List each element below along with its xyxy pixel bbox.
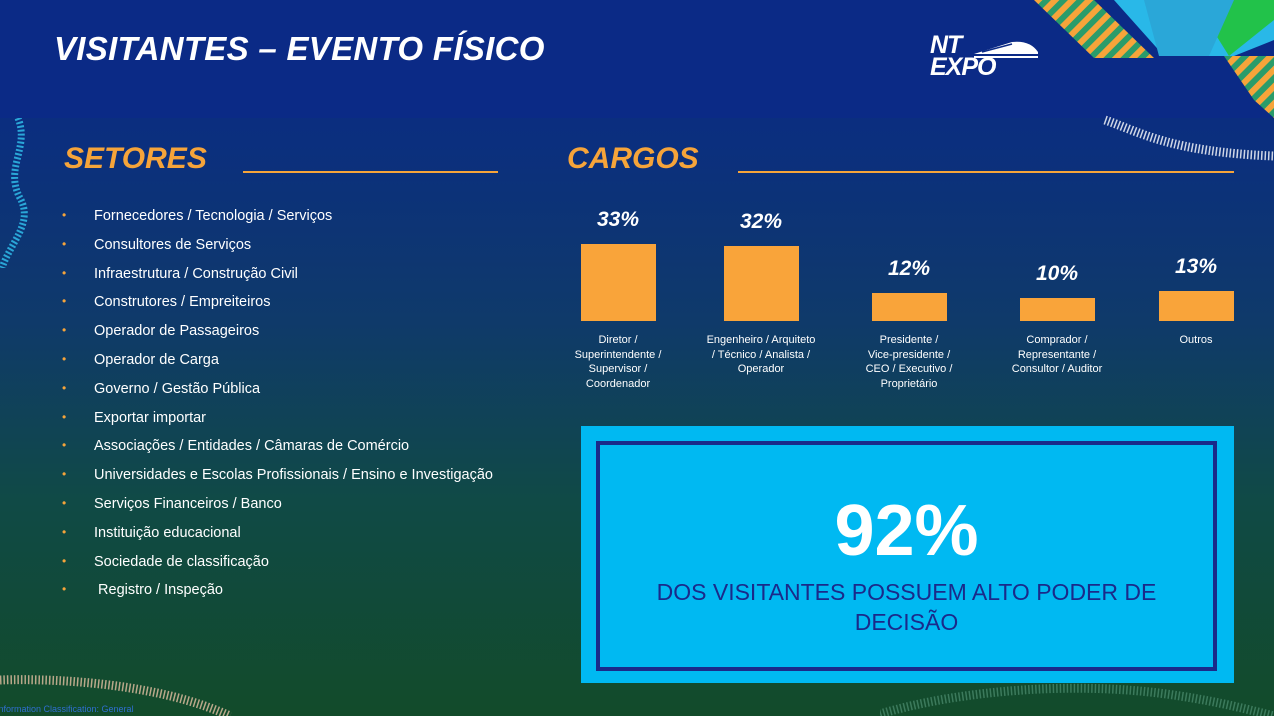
list-item: • Sociedade de classificação bbox=[62, 548, 532, 577]
list-item: • Instituição educacional bbox=[62, 519, 532, 548]
page-title: VISITANTES – EVENTO FÍSICO bbox=[54, 30, 545, 67]
list-item: • Fornecedores / Tecnologia / Serviços bbox=[62, 202, 532, 231]
category-label-line: Diretor / bbox=[598, 334, 638, 346]
category-label-line: / Técnico / Analista / bbox=[711, 348, 811, 361]
category-label-line: Superintendente / bbox=[574, 348, 662, 361]
list-item: • Exportar importar bbox=[62, 404, 532, 433]
callout-frame: 92% DOS VISITANTES POSSUEM ALTO PODER DE… bbox=[596, 441, 1217, 671]
setores-title: SETORES bbox=[64, 142, 207, 175]
category-label-line: Proprietário bbox=[880, 377, 938, 390]
logo-line-1: NT bbox=[930, 31, 962, 59]
left-wave-decoration bbox=[0, 118, 28, 268]
corner-decoration bbox=[1034, 0, 1274, 118]
bullet-icon: • bbox=[62, 323, 67, 338]
top-right-wave-decoration bbox=[1103, 115, 1274, 161]
list-item: • Registro / Inspeção bbox=[62, 576, 532, 605]
callout-description: DOS VISITANTES POSSUEM ALTO PODER DE DEC… bbox=[656, 579, 1157, 635]
sector-label: Universidades e Escolas Profissionais / … bbox=[94, 467, 493, 484]
sector-label: Infraestrutura / Construção Civil bbox=[94, 265, 298, 282]
list-item: • Construtores / Empreiteiros bbox=[62, 288, 532, 317]
bar bbox=[1158, 290, 1234, 321]
header-band: VISITANTES – EVENTO FÍSICO NT EXPO bbox=[0, 0, 1274, 118]
list-item: • Operador de Passageiros bbox=[62, 317, 532, 346]
bar-value-label: 10% bbox=[1035, 261, 1079, 285]
sector-label: Fornecedores / Tecnologia / Serviços bbox=[94, 208, 333, 224]
category-label-line: CEO / Executivo / bbox=[865, 363, 953, 375]
bullet-icon: • bbox=[62, 294, 67, 309]
category-label-line: Outros bbox=[1179, 334, 1213, 346]
bottom-right-wave-decoration bbox=[880, 683, 1274, 716]
setores-list: • Fornecedores / Tecnologia / Serviços • Co… bbox=[62, 202, 532, 605]
category-label-line: Presidente / bbox=[879, 334, 939, 346]
sector-label: Construtores / Empreiteiros bbox=[94, 294, 271, 311]
category-label-line: Vice-presidente / bbox=[867, 348, 951, 361]
bullet-icon: • bbox=[62, 380, 67, 395]
cargos-title: CARGOS bbox=[567, 142, 699, 175]
bullet-icon: • bbox=[62, 582, 67, 597]
bullet-icon: • bbox=[62, 495, 67, 510]
bar-category-label: Outros bbox=[1136, 333, 1256, 348]
bullet-icon: • bbox=[62, 409, 67, 424]
category-label-line: Coordenador bbox=[585, 377, 651, 390]
logo-line-2: EXPO bbox=[930, 53, 996, 81]
bar-value-label: 12% bbox=[887, 257, 931, 280]
list-item: • Infraestrutura / Construção Civil bbox=[62, 260, 532, 289]
sector-label: Exportar importar bbox=[94, 409, 207, 426]
list-item: • Consultores de Serviços bbox=[62, 231, 532, 260]
bullet-icon: • bbox=[62, 438, 67, 453]
category-label-line: Supervisor / bbox=[588, 363, 648, 375]
list-item: • Associações / Entidades / Câmaras de Co… bbox=[62, 432, 532, 461]
sector-label: Governo / Gestão Pública bbox=[94, 380, 261, 397]
category-label-line: Engenheiro / Arquiteto bbox=[706, 334, 816, 346]
list-item: • Operador de Carga bbox=[62, 346, 532, 375]
classification-note: Information Classification: General bbox=[0, 704, 134, 714]
decision-power-callout: 92% DOS VISITANTES POSSUEM ALTO PODER DE… bbox=[581, 426, 1234, 683]
train-icon bbox=[974, 41, 1038, 58]
bar bbox=[871, 293, 947, 321]
sector-label: Registro / Inspeção bbox=[94, 582, 223, 599]
bullet-icon: • bbox=[62, 208, 67, 222]
sector-label: Associações / Entidades / Câmaras de Com… bbox=[94, 438, 410, 455]
list-item: • Governo / Gestão Pública bbox=[62, 375, 532, 404]
cargos-rule bbox=[738, 171, 1234, 173]
bullet-icon: • bbox=[62, 467, 67, 482]
bar-category-label: Presidente / Vice-presidente / CEO / Execu… bbox=[849, 333, 969, 391]
bar bbox=[580, 244, 656, 321]
bar bbox=[1019, 297, 1095, 321]
list-item: • Serviços Financeiros / Banco bbox=[62, 490, 532, 519]
bar bbox=[723, 246, 799, 321]
sector-label: Sociedade de classificação bbox=[94, 553, 269, 570]
bar-value-label: 32% bbox=[739, 210, 783, 234]
bar-category-label: Engenheiro / Arquiteto / Técnico / Analis… bbox=[701, 333, 821, 377]
sector-label: Serviços Financeiros / Banco bbox=[94, 495, 282, 512]
sector-label: Consultores de Serviços bbox=[94, 236, 252, 253]
bar-category-label: Comprador / Representante / Consultor / Au… bbox=[997, 333, 1117, 377]
sector-label: Instituição educacional bbox=[94, 524, 241, 541]
category-label-line: Representante / bbox=[1017, 348, 1097, 361]
bullet-icon: • bbox=[62, 236, 67, 251]
list-item: • Universidades e Escolas Profissionais /… bbox=[62, 461, 532, 490]
bar-value-label: 13% bbox=[1174, 254, 1218, 278]
bar-category-label: Diretor / Superintendente / Supervisor / Co… bbox=[558, 333, 678, 391]
bullet-icon: • bbox=[62, 265, 67, 280]
bullet-icon: • bbox=[62, 351, 67, 366]
category-label-line: Comprador / bbox=[1026, 334, 1088, 346]
sector-label: Operador de Carga bbox=[94, 351, 219, 368]
sector-label: Operador de Passageiros bbox=[94, 323, 260, 340]
callout-percentage: 92% bbox=[834, 491, 979, 571]
category-label-line: Operador bbox=[737, 363, 785, 375]
bullet-icon: • bbox=[62, 524, 67, 539]
bullet-icon: • bbox=[62, 553, 67, 568]
bar-value-label: 33% bbox=[596, 208, 640, 231]
category-label-line: Consultor / Auditor bbox=[1011, 363, 1103, 375]
setores-rule bbox=[243, 171, 498, 173]
nt-expo-logo: NT EXPO bbox=[930, 31, 1040, 84]
